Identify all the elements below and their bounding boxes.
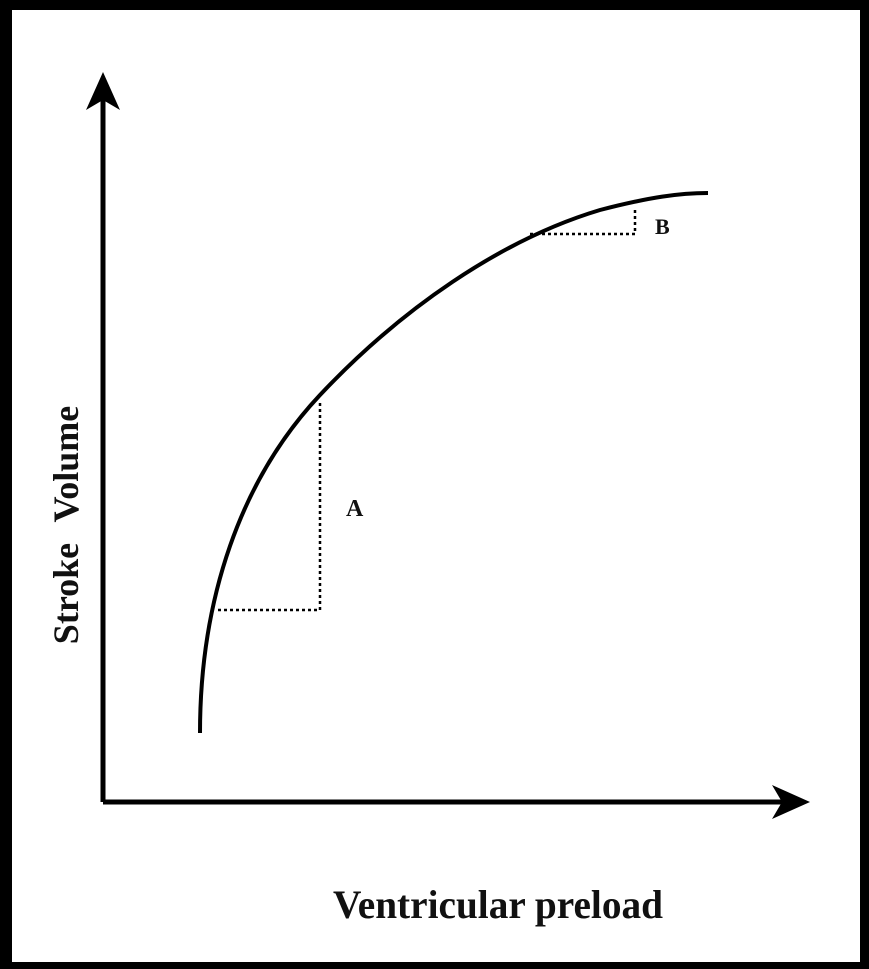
step-a [218,400,322,612]
curve [198,191,709,734]
annotation: A [346,496,364,522]
y-axis-label: Stroke Volume [46,406,86,644]
canvas [12,10,860,962]
annotation: B [655,214,670,239]
x-axis-arrow [772,785,810,819]
y-axis-arrow [86,72,120,110]
step-b [530,208,637,236]
x-axis-label: Ventricular preload [333,882,663,927]
